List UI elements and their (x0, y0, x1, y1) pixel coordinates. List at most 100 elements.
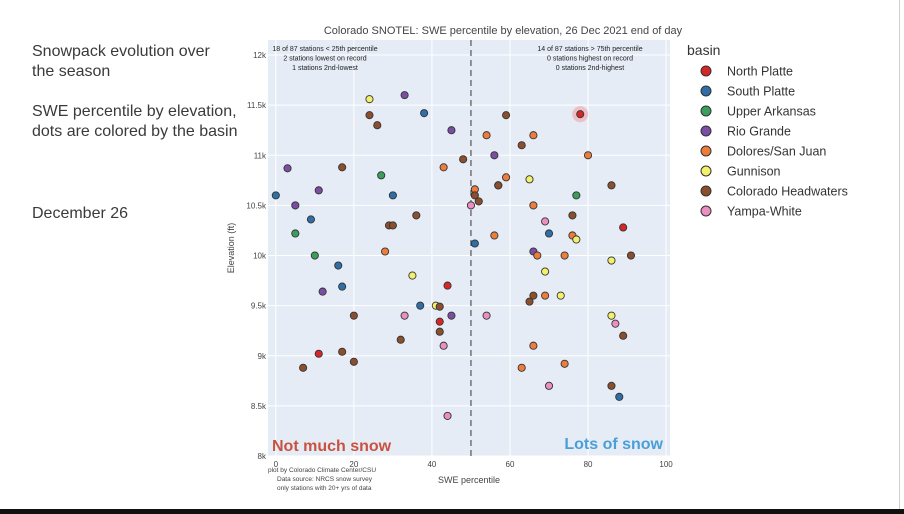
data-point (517, 363, 526, 372)
data-point (619, 223, 628, 232)
legend-item-label: Colorado Headwaters (727, 185, 848, 199)
annotation-left-line: 2 stations lowest on record (283, 56, 366, 63)
data-point (482, 131, 491, 140)
data-point (533, 251, 542, 260)
data-point (447, 126, 456, 135)
x-tick-label: 60 (506, 460, 515, 469)
legend-marker (700, 105, 712, 117)
data-point (416, 301, 425, 310)
legend-item-label: Gunnison (727, 165, 781, 179)
legend-marker (700, 205, 712, 217)
data-point (560, 251, 569, 260)
y-tick-label: 11.5k (247, 101, 267, 110)
legend-item-label: Yampa-White (727, 205, 802, 219)
data-point (529, 201, 538, 210)
label-lots-of-snow: Lots of snow (564, 436, 663, 453)
data-point (560, 359, 569, 368)
x-tick-label: 100 (659, 460, 673, 469)
data-point (544, 229, 554, 238)
data-point (525, 175, 534, 184)
data-point (412, 211, 421, 220)
y-tick-label: 12k (253, 51, 267, 60)
plot-area (268, 40, 670, 456)
data-point (299, 363, 308, 372)
data-point (529, 131, 538, 140)
data-point (529, 291, 538, 300)
data-point (607, 381, 616, 390)
x-axis-label: SWE percentile (438, 475, 500, 485)
x-tick-label: 40 (427, 460, 436, 469)
data-point (494, 181, 503, 190)
data-point (615, 392, 624, 401)
data-point (556, 291, 565, 300)
data-point (502, 173, 511, 182)
data-point (541, 291, 550, 300)
data-point (420, 109, 429, 118)
data-point (381, 247, 390, 256)
data-point (443, 281, 452, 290)
footer-line: plot by Colorado Climate Center/CSU (268, 467, 376, 474)
data-point (338, 347, 347, 356)
label-not-much-snow: Not much snow (272, 438, 392, 455)
data-point (310, 251, 319, 260)
legend-item-label: North Platte (727, 65, 793, 79)
data-point (314, 186, 323, 195)
data-point (396, 335, 405, 344)
data-point (408, 271, 417, 280)
annotation-left-line: 1 stations 2nd-lowest (292, 65, 358, 72)
legend-marker (700, 65, 712, 77)
data-point (365, 111, 374, 120)
data-point (470, 239, 479, 248)
legend-item-label: Rio Grande (727, 125, 791, 139)
data-point (470, 191, 479, 200)
annotation-low-stations: 18 of 87 stations < 25th percentile 2 sta… (272, 46, 377, 72)
data-point (482, 311, 491, 320)
slide-text-description: SWE percentile by elevation, dots are co… (32, 103, 238, 140)
data-point (283, 164, 292, 173)
data-point (388, 191, 397, 200)
data-point (490, 151, 499, 160)
data-point (541, 267, 550, 276)
grid-lines (268, 40, 670, 457)
legend-title: basin (687, 42, 720, 58)
data-point (490, 231, 499, 240)
data-point (349, 357, 358, 366)
y-tick-label: 10k (253, 252, 267, 261)
bottom-border (0, 509, 904, 514)
data-points (271, 91, 636, 420)
y-tick-label: 10.5k (246, 201, 267, 210)
data-point (466, 201, 476, 210)
data-point (544, 381, 554, 390)
data-point (576, 110, 585, 119)
legend-marker (700, 145, 712, 157)
x-tick-label: 0 (274, 460, 279, 469)
data-point (291, 229, 300, 238)
annotation-right-line: 14 of 87 stations > 75th percentile (537, 46, 642, 53)
data-point (338, 163, 347, 172)
data-point (529, 341, 538, 350)
data-point (314, 349, 323, 358)
data-point (388, 221, 397, 230)
y-tick-label: 8k (258, 452, 267, 461)
x-tick-label: 20 (349, 460, 358, 469)
x-axis-ticks: 0 20 40 60 80 100 (274, 460, 674, 469)
slide-text-intro: Snowpack evolution over the season (32, 43, 210, 80)
legend: North Platte South Platte Upper Arkansas Ri… (700, 65, 848, 219)
data-point (334, 261, 343, 270)
data-point (373, 121, 382, 130)
legend-marker (700, 185, 712, 197)
chart-footer: plot by Colorado Climate Center/CSU Data … (268, 467, 376, 492)
data-point (607, 256, 616, 265)
data-point (525, 297, 534, 306)
chart-title: Colorado SNOTEL: SWE percentile by eleva… (324, 25, 683, 37)
data-point (502, 111, 511, 120)
data-point (439, 163, 448, 172)
data-point (572, 235, 581, 244)
legend-item-label: Upper Arkansas (727, 105, 816, 119)
footer-line: only stations with 20+ yrs of data (277, 485, 372, 492)
data-point (517, 141, 526, 150)
legend-marker (700, 165, 712, 177)
annotation-right-line: 0 stations highest on record (547, 56, 633, 63)
x-tick-label: 80 (584, 460, 593, 469)
data-point (443, 411, 452, 420)
